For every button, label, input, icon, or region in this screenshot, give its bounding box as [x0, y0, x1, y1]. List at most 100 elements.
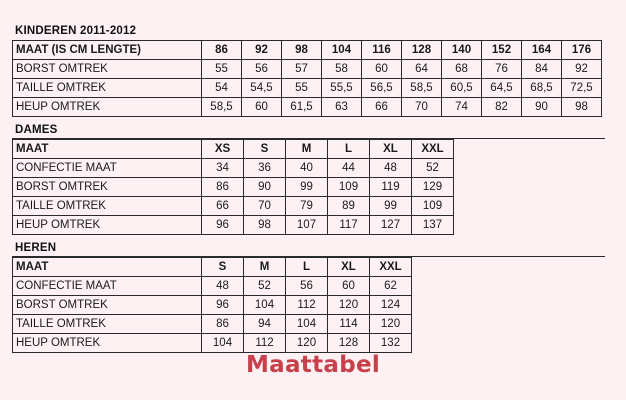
column-header-size: L — [327, 139, 370, 159]
table-cell-value: 112 — [285, 295, 328, 315]
table-row: BORST OMTREK 96 104 112 120 124 — [12, 295, 412, 315]
table-cell-value: 64,5 — [481, 78, 522, 98]
table-cell-value: 90 — [243, 177, 286, 197]
table-cell-value: 64 — [401, 59, 442, 79]
table-cell-value: 132 — [369, 333, 412, 353]
table-cell-value: 104 — [201, 333, 244, 353]
table-cell-value: 52 — [243, 276, 286, 296]
table-cell-value: 60 — [327, 276, 370, 296]
row-label: CONFECTIE MAAT — [12, 276, 202, 296]
table-header-row: MAAT XS S M L XL XXL — [12, 139, 454, 159]
table-kinderen: MAAT (IS CM LENGTE) 86 92 98 104 116 128 140 152… — [12, 40, 602, 117]
table-cell-value: 54,5 — [241, 78, 282, 98]
column-header-size: 116 — [361, 40, 402, 60]
table-row: BORST OMTREK 55 56 57 58 60 64 68 76 84 92 — [12, 59, 602, 79]
row-label: TAILLE OMTREK — [12, 314, 202, 334]
table-header-row: MAAT S M L XL XXL — [12, 257, 412, 277]
table-cell-value: 55 — [201, 59, 242, 79]
column-header-size: M — [243, 257, 286, 277]
row-label: HEUP OMTREK — [12, 215, 202, 235]
row-label: TAILLE OMTREK — [12, 78, 202, 98]
column-header-size: 98 — [281, 40, 322, 60]
row-label: HEUP OMTREK — [12, 333, 202, 353]
column-header-size: XXL — [369, 257, 412, 277]
table-cell-value: 68 — [441, 59, 482, 79]
table-cell-value: 92 — [561, 59, 602, 79]
row-label: TAILLE OMTREK — [12, 196, 202, 216]
table-cell-value: 120 — [285, 333, 328, 353]
table-cell-value: 104 — [243, 295, 286, 315]
row-label: BORST OMTREK — [12, 295, 202, 315]
table-cell-value: 70 — [243, 196, 286, 216]
table-cell-value: 66 — [201, 196, 244, 216]
column-header-size: 104 — [321, 40, 362, 60]
table-row: HEUP OMTREK 58,5 60 61,5 63 66 70 74 82 90 98 — [12, 97, 602, 117]
tables-area: KINDEREN 2011-2012 MAAT (IS CM LENGTE) 86… — [12, 22, 608, 353]
section-title-dames: DAMES — [12, 121, 605, 139]
table-cell-value: 60 — [241, 97, 282, 117]
table-row: CONFECTIE MAAT 48 52 56 60 62 — [12, 276, 412, 296]
table-cell-value: 84 — [521, 59, 562, 79]
table-cell-value: 90 — [521, 97, 562, 117]
column-header-size: S — [243, 139, 286, 159]
table-cell-value: 36 — [243, 158, 286, 178]
column-header-label: MAAT (IS CM LENGTE) — [12, 40, 202, 60]
table-cell-value: 137 — [411, 215, 454, 235]
table-cell-value: 109 — [327, 177, 370, 197]
table-cell-value: 86 — [201, 177, 244, 197]
column-header-size: 152 — [481, 40, 522, 60]
row-label: CONFECTIE MAAT — [12, 158, 202, 178]
table-heren: MAAT S M L XL XXL CONFECTIE MAAT 48 52 56 60 62 BORS… — [12, 257, 412, 353]
table-cell-value: 99 — [285, 177, 328, 197]
table-cell-value: 63 — [321, 97, 362, 117]
row-label: HEUP OMTREK — [12, 97, 202, 117]
table-row: TAILLE OMTREK 54 54,5 55 55,5 56,5 58,5 60,5 64,… — [12, 78, 602, 98]
table-cell-value: 44 — [327, 158, 370, 178]
table-cell-value: 112 — [243, 333, 286, 353]
column-header-size: 128 — [401, 40, 442, 60]
table-cell-value: 124 — [369, 295, 412, 315]
table-cell-value: 68,5 — [521, 78, 562, 98]
table-cell-value: 62 — [369, 276, 412, 296]
table-row: TAILLE OMTREK 86 94 104 114 120 — [12, 314, 412, 334]
column-header-size: 176 — [561, 40, 602, 60]
table-cell-value: 40 — [285, 158, 328, 178]
column-header-size: 164 — [521, 40, 562, 60]
table-cell-value: 109 — [411, 196, 454, 216]
table-cell-value: 120 — [369, 314, 412, 334]
column-header-size: XXL — [411, 139, 454, 159]
table-cell-value: 72,5 — [561, 78, 602, 98]
table-cell-value: 89 — [327, 196, 370, 216]
column-header-size: XL — [327, 257, 370, 277]
table-cell-value: 56 — [285, 276, 328, 296]
row-label: BORST OMTREK — [12, 59, 202, 79]
table-cell-value: 52 — [411, 158, 454, 178]
column-header-size: 86 — [201, 40, 242, 60]
table-cell-value: 114 — [327, 314, 370, 334]
table-cell-value: 55,5 — [321, 78, 362, 98]
column-header-size: 140 — [441, 40, 482, 60]
table-cell-value: 119 — [369, 177, 412, 197]
table-cell-value: 58,5 — [201, 97, 242, 117]
table-cell-value: 82 — [481, 97, 522, 117]
table-cell-value: 56 — [241, 59, 282, 79]
table-cell-value: 76 — [481, 59, 522, 79]
table-cell-value: 79 — [285, 196, 328, 216]
table-cell-value: 86 — [201, 314, 244, 334]
table-row: TAILLE OMTREK 66 70 79 89 99 109 — [12, 196, 454, 216]
table-cell-value: 60 — [361, 59, 402, 79]
table-row: HEUP OMTREK 96 98 107 117 127 137 — [12, 215, 454, 235]
column-header-size: L — [285, 257, 328, 277]
table-row: CONFECTIE MAAT 34 36 40 44 48 52 — [12, 158, 454, 178]
section-title-kinderen: KINDEREN 2011-2012 — [15, 25, 137, 37]
table-cell-value: 74 — [441, 97, 482, 117]
table-cell-value: 34 — [201, 158, 244, 178]
table-cell-value: 56,5 — [361, 78, 402, 98]
table-cell-value: 57 — [281, 59, 322, 79]
table-cell-value: 128 — [327, 333, 370, 353]
table-cell-value: 55 — [281, 78, 322, 98]
table-cell-value: 120 — [327, 295, 370, 315]
table-cell-value: 61,5 — [281, 97, 322, 117]
column-header-label: MAAT — [12, 139, 202, 159]
